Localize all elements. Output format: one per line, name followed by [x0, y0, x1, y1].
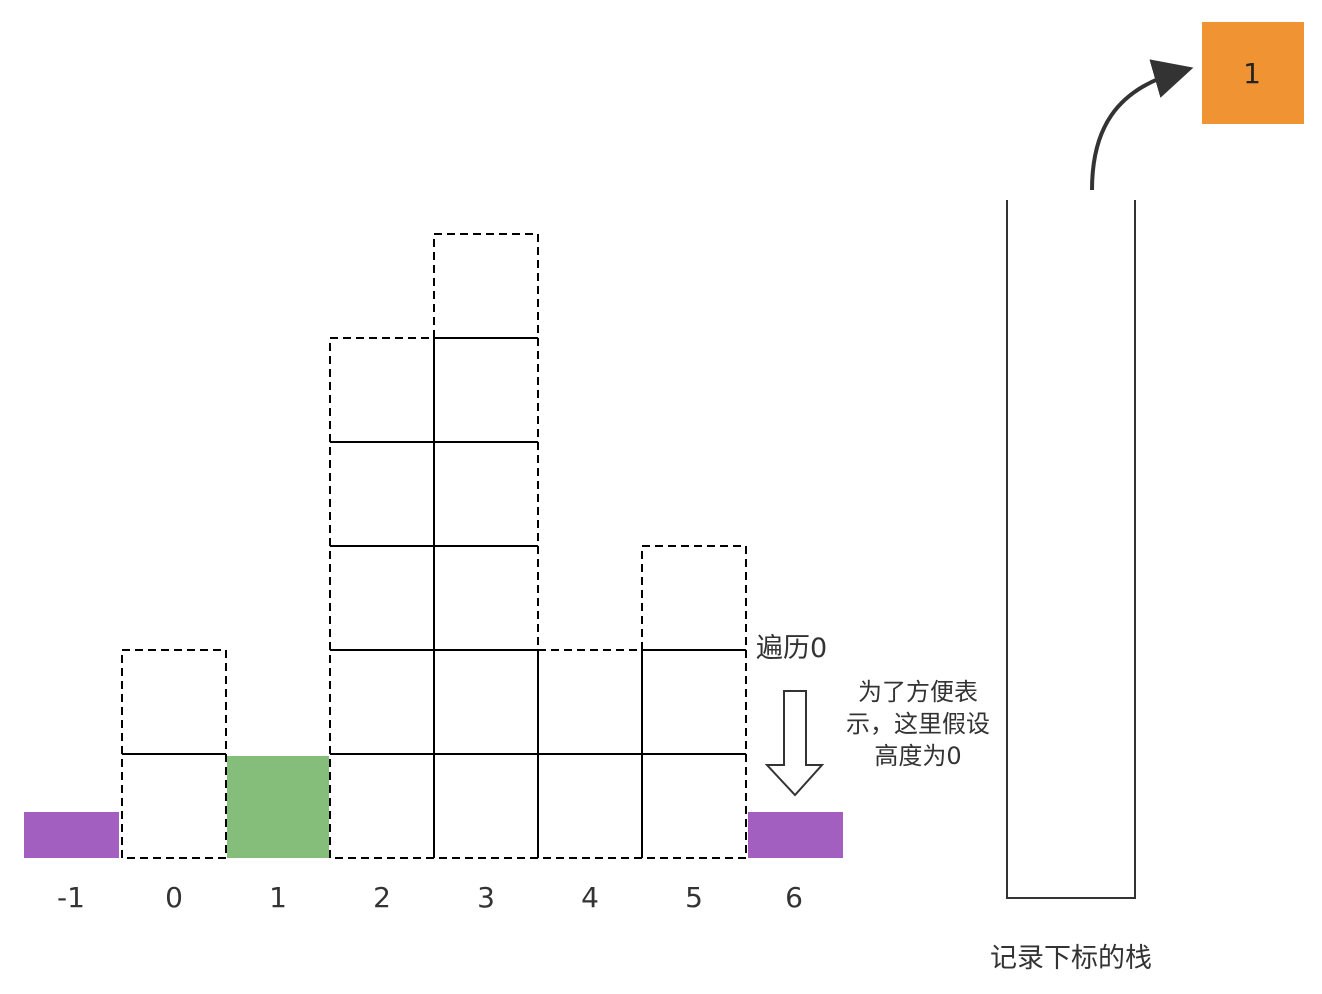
bar-cell-5-1: [641, 649, 747, 755]
index-label-1: 1: [269, 881, 287, 914]
index-label-2: 2: [373, 881, 391, 914]
sentinel-bar-6: [748, 812, 843, 858]
bar-cell-2-0: [329, 753, 435, 859]
bar-cell-0-0: [121, 753, 227, 859]
stack-container: [1006, 200, 1136, 899]
note-text-block: 为了方便表 示，这里假设 高度为0: [846, 678, 990, 770]
traverse-label: 遍历0: [756, 633, 827, 664]
index-label-3: 3: [477, 881, 495, 914]
popped-value: 1: [1243, 57, 1261, 90]
bar-cell-3-4: [433, 337, 539, 443]
index-label-5: 5: [685, 881, 703, 914]
bar-cell-3-0: [433, 753, 539, 859]
bar-cell-3-5: [433, 233, 539, 339]
bar-cell-0-1: [121, 649, 227, 755]
current-bar-1: [227, 756, 329, 858]
popped-element-box: 1: [1202, 22, 1304, 124]
index-label-4: 4: [581, 881, 599, 914]
bar-cell-2-4: [329, 337, 435, 443]
bar-cell-4-1: [537, 649, 643, 755]
note-line-2: 示，这里假设: [846, 710, 990, 738]
bar-cell-5-0: [641, 753, 747, 859]
note-line-3: 高度为0: [874, 742, 961, 770]
bar-cell-2-1: [329, 649, 435, 755]
sentinel-bar--1: [24, 812, 119, 858]
bar-cell-2-2: [329, 545, 435, 651]
stack-caption: 记录下标的栈: [990, 943, 1152, 974]
note-line-1: 为了方便表: [858, 678, 978, 706]
bar-cell-3-2: [433, 545, 539, 651]
histogram-bars: [24, 233, 843, 859]
index-label-0: 0: [165, 881, 183, 914]
index-labels: -1 0 1 2 3 4 5 6: [57, 881, 803, 914]
bar-cell-3-3: [433, 441, 539, 547]
bar-cell-3-1: [433, 649, 539, 755]
curved-arrow-icon: [1090, 59, 1194, 191]
bar-cell-5-2: [641, 545, 747, 651]
bar-cell-2-3: [329, 441, 435, 547]
index-label--1: -1: [57, 881, 85, 914]
bar-cell-4-0: [537, 753, 643, 859]
hollow-down-arrow-icon: [764, 690, 825, 797]
index-label-6: 6: [785, 881, 803, 914]
